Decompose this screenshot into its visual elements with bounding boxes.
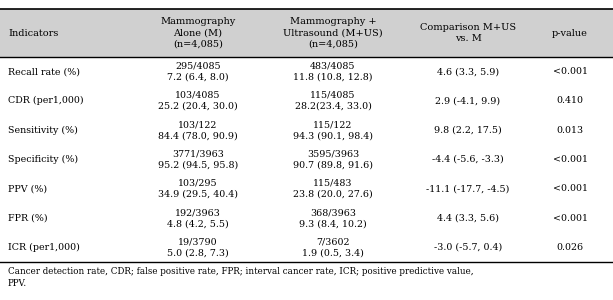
Text: 2.9 (-4.1, 9.9): 2.9 (-4.1, 9.9) <box>435 96 501 105</box>
Text: 0.013: 0.013 <box>557 126 584 135</box>
Text: Recall rate (%): Recall rate (%) <box>8 67 80 76</box>
Text: Indicators: Indicators <box>8 28 58 38</box>
Text: 483/4085: 483/4085 <box>310 61 356 70</box>
Text: -4.4 (-5.6, -3.3): -4.4 (-5.6, -3.3) <box>432 155 504 164</box>
Text: 7/3602: 7/3602 <box>316 237 350 246</box>
Text: 90.7 (89.8, 91.6): 90.7 (89.8, 91.6) <box>293 160 373 169</box>
Text: 4.8 (4.2, 5.5): 4.8 (4.2, 5.5) <box>167 219 229 228</box>
Text: 368/3963: 368/3963 <box>310 208 356 217</box>
Text: 7.2 (6.4, 8.0): 7.2 (6.4, 8.0) <box>167 73 229 82</box>
Text: 0.410: 0.410 <box>557 96 584 105</box>
Text: FPR (%): FPR (%) <box>8 214 48 223</box>
Text: 4.4 (3.3, 5.6): 4.4 (3.3, 5.6) <box>437 214 499 223</box>
Text: Sensitivity (%): Sensitivity (%) <box>8 126 78 135</box>
Text: 28.2(23.4, 33.0): 28.2(23.4, 33.0) <box>295 102 371 111</box>
Text: 11.8 (10.8, 12.8): 11.8 (10.8, 12.8) <box>293 73 373 82</box>
Text: <0.001: <0.001 <box>552 155 587 164</box>
Text: 9.8 (2.2, 17.5): 9.8 (2.2, 17.5) <box>434 126 502 135</box>
Text: 103/122: 103/122 <box>178 120 218 129</box>
Text: 9.3 (8.4, 10.2): 9.3 (8.4, 10.2) <box>299 219 367 228</box>
Text: Cancer detection rate, CDR; false positive rate, FPR; interval cancer rate, ICR;: Cancer detection rate, CDR; false positi… <box>8 267 474 288</box>
Text: <0.001: <0.001 <box>552 67 587 76</box>
Text: 3771/3963: 3771/3963 <box>172 149 224 158</box>
Text: PPV (%): PPV (%) <box>8 184 47 193</box>
Text: 192/3963: 192/3963 <box>175 208 221 217</box>
Text: 1.9 (0.5, 3.4): 1.9 (0.5, 3.4) <box>302 248 364 257</box>
Bar <box>0 9 613 57</box>
Text: 34.9 (29.5, 40.4): 34.9 (29.5, 40.4) <box>158 190 238 199</box>
Text: <0.001: <0.001 <box>552 214 587 223</box>
Text: 115/4085: 115/4085 <box>310 91 356 100</box>
Text: ICR (per1,000): ICR (per1,000) <box>8 243 80 252</box>
Text: 5.0 (2.8, 7.3): 5.0 (2.8, 7.3) <box>167 248 229 257</box>
Text: 84.4 (78.0, 90.9): 84.4 (78.0, 90.9) <box>158 131 238 140</box>
Text: 103/4085: 103/4085 <box>175 91 221 100</box>
Text: -3.0 (-5.7, 0.4): -3.0 (-5.7, 0.4) <box>434 243 502 252</box>
Text: Mammography
Alone (M)
(n=4,085): Mammography Alone (M) (n=4,085) <box>161 17 235 49</box>
Text: 25.2 (20.4, 30.0): 25.2 (20.4, 30.0) <box>158 102 238 111</box>
Text: 295/4085: 295/4085 <box>175 61 221 70</box>
Text: 115/483: 115/483 <box>313 179 352 188</box>
Text: 115/122: 115/122 <box>313 120 352 129</box>
Text: p-value: p-value <box>552 28 588 38</box>
Text: 0.026: 0.026 <box>557 243 584 252</box>
Text: 103/295: 103/295 <box>178 179 218 188</box>
Text: Mammography +
Ultrasound (M+US)
(n=4,085): Mammography + Ultrasound (M+US) (n=4,085… <box>283 17 383 49</box>
Text: CDR (per1,000): CDR (per1,000) <box>8 96 83 106</box>
Text: 3595/3963: 3595/3963 <box>307 149 359 158</box>
Text: 4.6 (3.3, 5.9): 4.6 (3.3, 5.9) <box>437 67 499 76</box>
Text: 95.2 (94.5, 95.8): 95.2 (94.5, 95.8) <box>158 160 238 169</box>
Text: <0.001: <0.001 <box>552 184 587 193</box>
Text: 94.3 (90.1, 98.4): 94.3 (90.1, 98.4) <box>293 131 373 140</box>
Text: -11.1 (-17.7, -4.5): -11.1 (-17.7, -4.5) <box>426 184 509 193</box>
Text: 19/3790: 19/3790 <box>178 237 218 246</box>
Text: Comparison M+US
vs. M: Comparison M+US vs. M <box>420 23 516 43</box>
Text: 23.8 (20.0, 27.6): 23.8 (20.0, 27.6) <box>293 190 373 199</box>
Text: Specificity (%): Specificity (%) <box>8 155 78 164</box>
